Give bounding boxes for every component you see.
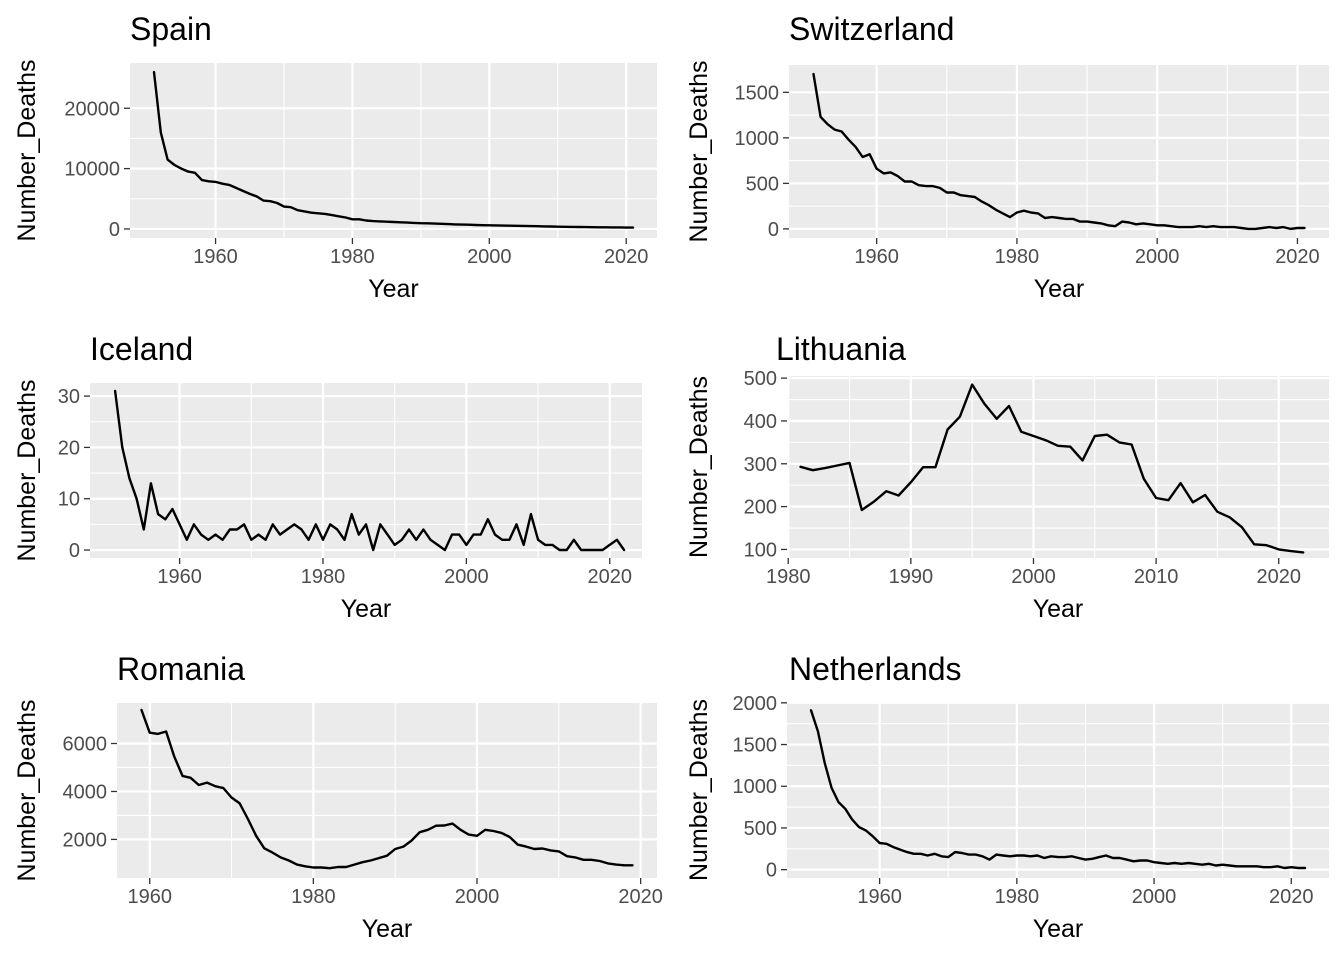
- panel-background: [787, 702, 1329, 878]
- x-tick-label: 2000: [1011, 566, 1056, 588]
- y-tick-label: 200: [744, 497, 777, 519]
- x-tick-label: 2010: [1134, 566, 1179, 588]
- x-tick-label: 2000: [467, 246, 512, 268]
- x-axis-title: Year: [368, 275, 419, 303]
- y-tick-label: 20: [58, 437, 80, 459]
- series-line-netherlands: [809, 709, 1307, 870]
- y-axis-title: Number_Deaths: [685, 376, 713, 558]
- x-tick-label: 1980: [330, 246, 375, 268]
- x-tick-label: 1980: [766, 566, 811, 588]
- x-axis-title: Year: [362, 915, 413, 943]
- y-tick-label: 0: [109, 219, 120, 241]
- panel-title: Spain: [130, 11, 212, 47]
- panel-spain: 1960 1980 2000 2020 0 10000 20000 Year Number_De…: [13, 11, 657, 303]
- panel-romania: 1960 1980 2000 2020 2000 4000 6000 Year Number_D…: [13, 651, 663, 943]
- x-axis-title: Year: [1033, 915, 1084, 943]
- y-tick-label: 0: [766, 860, 777, 882]
- y-tick-label: 2000: [63, 829, 108, 851]
- y-tick-label: 20000: [64, 98, 120, 120]
- y-tick-label: 1000: [735, 128, 780, 150]
- panel-background: [90, 383, 642, 558]
- panel-background: [130, 63, 657, 238]
- x-tick-label: 1960: [193, 246, 238, 268]
- series-line-switzerland: [812, 72, 1306, 231]
- y-tick-label: 400: [744, 411, 777, 433]
- y-tick-label: 1500: [735, 82, 780, 104]
- x-tick-label: 2020: [1256, 566, 1301, 588]
- x-tick-label: 1960: [127, 886, 172, 908]
- x-tick-label: 2000: [1132, 886, 1177, 908]
- panel-background: [787, 376, 1329, 558]
- x-tick-label: 2000: [1135, 246, 1180, 268]
- x-axis-title: Year: [1034, 275, 1085, 303]
- panel-lithuania: 1980 1990 2000 2010 2020 100 200 300 400 500 Year N…: [685, 331, 1329, 623]
- y-axis-title: Number_Deaths: [13, 59, 41, 241]
- panel-netherlands: 1960 1980 2000 2020 0 500 1000 1500 2000 Year Numb…: [685, 651, 1329, 943]
- x-tick-label: 1980: [995, 886, 1040, 908]
- x-axis-title: Year: [1033, 595, 1084, 623]
- series-line-lithuania: [799, 383, 1305, 554]
- x-tick-label: 1960: [854, 246, 899, 268]
- x-axis-title: Year: [341, 595, 392, 623]
- y-tick-label: 300: [744, 454, 777, 476]
- x-tick-label: 2020: [618, 886, 663, 908]
- y-tick-label: 10000: [64, 159, 120, 181]
- y-tick-label: 500: [744, 818, 777, 840]
- y-tick-label: 500: [744, 368, 777, 390]
- x-tick-label: 1980: [995, 246, 1040, 268]
- x-tick-label: 1980: [291, 886, 336, 908]
- y-tick-label: 500: [746, 173, 779, 195]
- y-tick-label: 1000: [733, 776, 778, 798]
- y-axis-title: Number_Deaths: [13, 699, 41, 881]
- panel-iceland: 1960 1980 2000 2020 0 10 20 30 Year Number_Deaths…: [13, 331, 642, 623]
- y-tick-label: 2000: [733, 693, 778, 715]
- panel-background: [789, 65, 1329, 238]
- x-tick-label: 2000: [455, 886, 500, 908]
- y-tick-label: 4000: [63, 781, 108, 803]
- y-axis-title: Number_Deaths: [685, 699, 713, 881]
- x-tick-label: 2000: [444, 566, 489, 588]
- x-tick-label: 1960: [857, 886, 902, 908]
- x-tick-label: 1980: [301, 566, 346, 588]
- y-tick-label: 0: [69, 540, 80, 562]
- panel-switzerland: 1960 1980 2000 2020 0 500 1000 1500 Year Number_D…: [685, 11, 1329, 303]
- y-tick-label: 30: [58, 386, 80, 408]
- panel-title: Lithuania: [776, 331, 906, 367]
- y-tick-label: 6000: [63, 734, 108, 756]
- series-line-iceland: [113, 389, 626, 552]
- y-tick-label: 10: [58, 489, 80, 511]
- series-line-spain: [152, 70, 635, 229]
- panel-title: Netherlands: [789, 651, 962, 687]
- x-tick-label: 2020: [587, 566, 632, 588]
- y-axis-title: Number_Deaths: [685, 60, 713, 242]
- y-axis-title: Number_Deaths: [13, 379, 41, 561]
- y-tick-label: 100: [744, 539, 777, 561]
- panel-title: Switzerland: [789, 11, 954, 47]
- x-tick-label: 2020: [1275, 246, 1320, 268]
- x-tick-label: 1990: [889, 566, 934, 588]
- panel-title: Iceland: [90, 331, 193, 367]
- y-tick-label: 1500: [733, 735, 778, 757]
- panel-title: Romania: [117, 651, 245, 687]
- y-tick-label: 0: [768, 219, 779, 241]
- x-tick-label: 2020: [604, 246, 649, 268]
- x-tick-label: 1960: [157, 566, 202, 588]
- x-tick-label: 2020: [1269, 886, 1314, 908]
- series-line-romania: [140, 708, 634, 870]
